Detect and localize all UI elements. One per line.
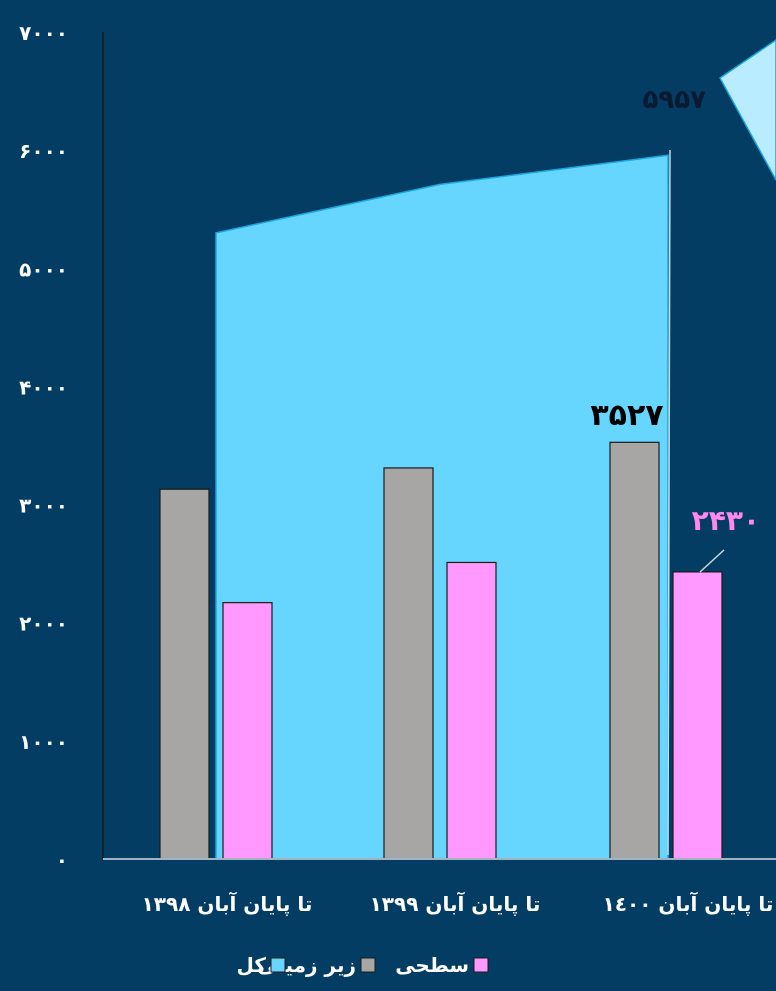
y-axis: ۰ ۱۰۰۰ ۲۰۰۰ ۳۰۰۰ ۴۰۰۰ ۵۰۰۰ ۶۰۰۰ ۷۰۰۰: [19, 21, 776, 872]
leader-line-total: [667, 149, 671, 856]
y-tick-label: ۱۰۰۰: [19, 730, 68, 754]
data-labels: ۵۹۵۷ ۳۵۲۷ ۲۴۳۰: [590, 39, 776, 856]
category-label: تا پایان آبان ۱۳۹۹: [370, 891, 541, 917]
data-label-series3: ۲۴۳۰: [692, 504, 760, 537]
series-area-kol: [215, 154, 669, 860]
leader-line-surface: [699, 549, 725, 573]
y-tick-label: ۶۰۰۰: [19, 139, 68, 163]
legend-swatch: [270, 957, 286, 973]
bar-series2-cat3: [672, 571, 723, 860]
bar-series2-cat1: [222, 602, 273, 860]
y-tick-label: ۵۰۰۰: [19, 257, 68, 281]
data-label-series1: ۵۹۵۷: [643, 85, 707, 115]
callout-shape: [719, 39, 776, 181]
plot-area: [159, 154, 723, 860]
bar-series1-cat2: [383, 467, 434, 860]
y-tick-label: ۷۰۰۰: [19, 21, 68, 45]
category-label: تا پایان آبان ۱۳۹۸: [142, 891, 313, 917]
data-label-series2: ۳۵۲۷: [590, 398, 663, 433]
legend-label: کل: [237, 953, 267, 977]
bar-series1-cat1: [159, 488, 210, 860]
y-tick-label: ۰: [56, 848, 68, 872]
x-axis-labels: تا پایان آبان ۱۳۹۸ تا پایان آبان ۱۳۹۹ تا پ…: [142, 891, 774, 917]
bar-series1-cat3: [609, 441, 660, 860]
legend-swatch: [360, 957, 376, 973]
legend-swatch: [473, 957, 489, 973]
bar-series2-cat2: [446, 561, 497, 860]
y-tick-label: ۳۰۰۰: [19, 494, 68, 518]
y-tick-label: ۲۰۰۰: [19, 612, 68, 636]
category-label: تا پایان آبان ۱٤۰۰: [603, 891, 774, 917]
y-tick-label: ۴۰۰۰: [19, 375, 68, 399]
legend-label: سطحی: [395, 953, 469, 977]
